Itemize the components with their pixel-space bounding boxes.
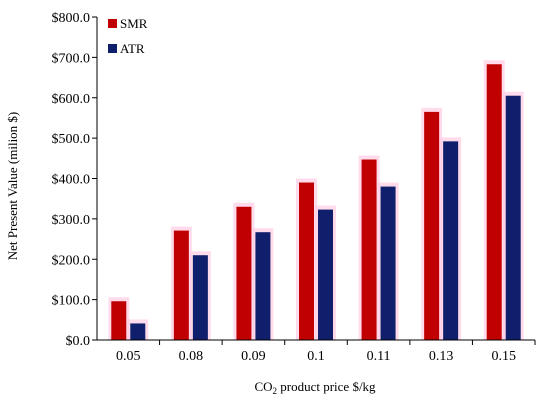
x-axis-title-subscript: 2 [273, 386, 278, 396]
x-axis-title-prefix: CO [254, 379, 272, 394]
legend-label-atr: ATR [120, 41, 145, 56]
x-tick-label: 0.1 [307, 349, 325, 364]
legend-label-smr: SMR [120, 16, 148, 31]
x-tick-label: 0.15 [491, 349, 516, 364]
x-tick-label: 0.08 [179, 349, 204, 364]
bar-atr-0_15 [505, 95, 521, 340]
y-tick-label: $600.0 [52, 92, 91, 107]
x-tick-label: 0.05 [116, 349, 141, 364]
bar-smr-0_15 [486, 64, 502, 341]
y-tick-label: $700.0 [52, 51, 91, 66]
legend-swatch-smr [108, 19, 117, 28]
y-tick-label: $800.0 [52, 11, 91, 26]
x-tick-label: 0.09 [241, 349, 266, 364]
bar-smr-0_05 [111, 301, 127, 340]
bar-atr-0_05 [130, 323, 146, 340]
bar-smr-0_13 [424, 111, 440, 340]
bar-atr-0_09 [255, 232, 271, 340]
bars-layer [108, 60, 524, 341]
y-axis-title: Net Present Value (milion $) [5, 112, 20, 261]
y-tick-label: $200.0 [52, 253, 91, 268]
bar-atr-0_08 [192, 255, 208, 340]
ticks-layer: $0.0 $100.0 $200.0 $300.0 $400.0 $500.0 $600.0… [52, 11, 536, 364]
y-tick-label: $300.0 [52, 213, 91, 228]
bar-smr-0_08 [173, 230, 189, 340]
x-axis-title: CO2 product price $/kg [254, 379, 376, 396]
bar-smr-0_11 [361, 159, 377, 340]
y-tick-label: $500.0 [52, 132, 91, 147]
x-tick-label: 0.13 [429, 349, 454, 364]
x-axis-title-suffix: product price $/kg [277, 379, 376, 394]
legend: SMR ATR [108, 16, 148, 56]
legend-swatch-atr [108, 44, 117, 53]
bar-smr-0_1 [299, 182, 314, 340]
x-tick-label: 0.11 [367, 349, 391, 364]
y-tick-label: $100.0 [52, 294, 91, 309]
bar-atr-0_11 [380, 186, 396, 340]
y-tick-label: $400.0 [52, 173, 91, 188]
bar-atr-0_13 [443, 141, 459, 340]
y-tick-label: $0.0 [66, 334, 91, 349]
bar-atr-0_1 [318, 209, 333, 340]
bar-smr-0_09 [236, 206, 252, 340]
